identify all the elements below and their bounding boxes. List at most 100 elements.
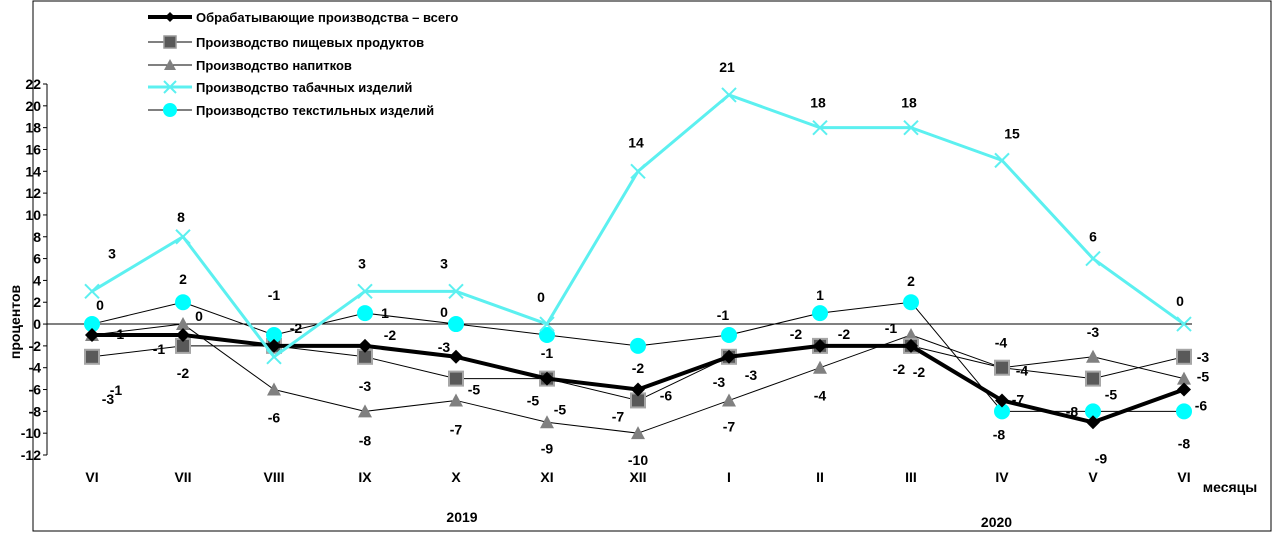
x-tick-label: VII: [174, 469, 191, 485]
data-label: -3: [713, 374, 726, 390]
data-label: 0: [96, 297, 104, 313]
data-point: [721, 326, 737, 343]
y-tick-label: -12: [21, 447, 41, 463]
data-point: [175, 229, 191, 245]
data-point: [813, 338, 827, 353]
data-point: [539, 326, 555, 343]
legend-entry: Обрабатывающие производства – всего: [148, 10, 458, 25]
y-tick-label: -8: [29, 403, 42, 419]
y-tick-label: 0: [33, 316, 41, 332]
data-label: -4: [1016, 363, 1029, 379]
y-tick-label: 20: [25, 98, 41, 114]
data-point: [357, 283, 373, 300]
data-label: -8: [359, 432, 372, 448]
data-label: 2: [179, 271, 187, 287]
data-label: -5: [554, 402, 567, 418]
y-tick-label: 10: [25, 207, 41, 223]
year-label-2019: 2019: [446, 509, 477, 525]
x-tick-label: II: [816, 469, 824, 485]
data-label: -10: [628, 452, 648, 468]
data-label: -3: [1197, 349, 1210, 365]
data-label: -1: [717, 307, 730, 323]
data-label: -6: [268, 410, 281, 426]
data-point: [540, 415, 554, 429]
data-point: [994, 359, 1010, 376]
data-point: [1176, 316, 1192, 332]
data-label: -6: [1195, 398, 1208, 414]
data-label: -1: [885, 320, 898, 336]
data-label: 21: [719, 59, 735, 75]
legend-marker-circle: [163, 103, 177, 117]
data-label: 0: [195, 308, 203, 324]
data-label: 18: [810, 95, 826, 111]
data-label: -8: [1178, 435, 1191, 451]
data-label: -8: [1066, 403, 1079, 419]
legend-marker-x: [163, 80, 177, 94]
data-point: [358, 404, 372, 418]
x-tick-label: VI: [1177, 469, 1190, 485]
data-point: [904, 338, 918, 353]
chart-border: [32, 0, 1272, 532]
legend-marker-diamond: [165, 12, 175, 22]
legend-entry: Производство табачных изделий: [148, 80, 412, 95]
data-label: -2: [290, 320, 303, 336]
y-tick-label: 4: [33, 272, 41, 288]
legend-marker-square: [163, 35, 177, 49]
data-point: [449, 349, 463, 364]
data-label: 3: [108, 245, 116, 261]
x-tick-label: VI: [85, 469, 98, 485]
y-tick-label: -6: [29, 382, 42, 398]
data-label: 15: [1004, 125, 1020, 141]
y-tick-label: 6: [33, 251, 41, 267]
data-label: -2: [913, 364, 926, 380]
y-tick-label: 22: [25, 76, 41, 92]
data-point: [176, 317, 190, 331]
data-point: [994, 403, 1010, 420]
data-label: -1: [268, 287, 281, 303]
data-label: -3: [745, 367, 758, 383]
data-label: -8: [993, 426, 1006, 442]
data-label: -9: [541, 440, 554, 456]
y-tick-label: 18: [25, 120, 41, 136]
data-point: [721, 87, 737, 103]
data-label: -7: [450, 421, 463, 437]
x-tick-label: III: [905, 469, 917, 485]
data-point: [175, 294, 191, 311]
data-point: [85, 327, 99, 342]
data-point: [1086, 349, 1100, 363]
data-point: [1085, 250, 1101, 267]
data-point: [812, 119, 828, 136]
data-point: [631, 382, 645, 397]
y-tick-label: 8: [33, 229, 41, 245]
data-label: -4: [814, 388, 827, 404]
data-point: [448, 316, 464, 333]
data-label: -2: [790, 326, 803, 342]
data-label: -1: [112, 326, 125, 342]
data-point: [630, 337, 646, 354]
data-point: [722, 349, 736, 364]
data-point: [266, 349, 282, 365]
year-label-2020: 2020: [981, 514, 1012, 530]
data-label: -7: [723, 418, 736, 434]
y-axis-label: процентов: [7, 284, 23, 359]
data-label: -1: [110, 382, 123, 398]
data-point: [903, 119, 919, 136]
data-label: 14: [628, 134, 644, 150]
y-tick-label: 14: [25, 163, 41, 179]
legend-marker-triangle: [164, 59, 176, 70]
data-point: [904, 327, 918, 341]
x-tick-label: XI: [540, 469, 553, 485]
data-label: -2: [632, 360, 645, 376]
x-tick-label: XII: [629, 469, 646, 485]
data-point: [1176, 403, 1192, 420]
data-point: [448, 370, 464, 387]
x-tick-label: VIII: [263, 469, 284, 485]
data-label: 0: [537, 289, 545, 305]
data-label: 3: [358, 255, 366, 271]
data-point: [176, 327, 190, 342]
data-point: [266, 326, 282, 343]
y-tick-label: -2: [29, 338, 42, 354]
data-point: [1177, 382, 1191, 397]
